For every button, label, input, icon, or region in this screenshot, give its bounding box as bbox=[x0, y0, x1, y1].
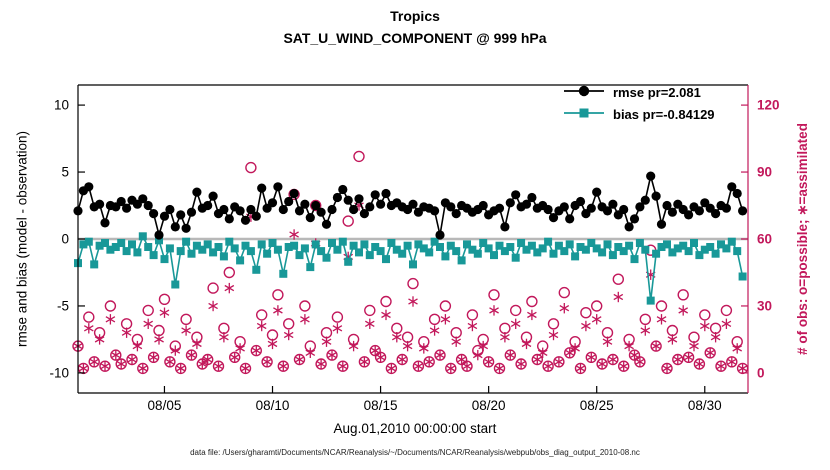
y-tick-label-left: 0 bbox=[61, 232, 69, 247]
y-tick-label-left: 5 bbox=[61, 165, 69, 180]
left-axis-ticks: -10 -5 0 5 10 bbox=[49, 98, 85, 380]
x-axis-ticks: 08/05 08/10 08/15 08/20 08/25 08/30 bbox=[148, 386, 722, 413]
chart-title-line1: Tropics bbox=[390, 8, 440, 24]
right-axis-ticks: 0 30 60 90 120 bbox=[741, 98, 780, 380]
y-tick-label-left: 10 bbox=[54, 98, 69, 113]
x-axis-label: Aug.01,2010 00:00:00 start bbox=[333, 421, 497, 436]
chart-title-line2: SAT_U_WIND_COMPONENT @ 999 hPa bbox=[283, 29, 547, 46]
y-tick-label-right: 90 bbox=[757, 165, 772, 180]
legend-label-bias: bias pr=-0.84129 bbox=[613, 107, 715, 122]
legend-item-rmse: rmse pr=2.081 bbox=[562, 83, 715, 102]
legend-item-bias: bias pr=-0.84129 bbox=[562, 105, 715, 124]
bias-series bbox=[74, 232, 747, 305]
x-tick-label: 08/05 bbox=[148, 398, 182, 413]
obs-assimilated-series bbox=[73, 200, 748, 374]
y-tick-label-left: -5 bbox=[57, 298, 69, 313]
left-axis-label: rmse and bias (model - observation) bbox=[14, 130, 30, 348]
data-file-caption: data file: /Users/gharamti/Documents/NCA… bbox=[190, 448, 640, 457]
y-tick-label-right: 120 bbox=[757, 98, 780, 113]
y-tick-label-left: -10 bbox=[49, 365, 69, 380]
x-tick-label: 08/30 bbox=[688, 398, 722, 413]
x-tick-label: 08/15 bbox=[364, 398, 398, 413]
x-tick-label: 08/10 bbox=[256, 398, 290, 413]
x-tick-label: 08/25 bbox=[580, 398, 614, 413]
y-tick-label-right: 0 bbox=[757, 365, 765, 380]
right-axis-label: # of obs: o=possible; ∗=assimilated bbox=[795, 123, 810, 355]
y-tick-label-right: 30 bbox=[757, 298, 772, 313]
legend-swatch-bias bbox=[562, 105, 606, 124]
chart-title: Tropics SAT_U_WIND_COMPONENT @ 999 hPa bbox=[0, 6, 830, 49]
rmse-series bbox=[73, 171, 748, 240]
legend-label-rmse: rmse pr=2.081 bbox=[613, 85, 701, 100]
x-tick-label: 08/20 bbox=[472, 398, 506, 413]
legend: rmse pr=2.081 bias pr=-0.84129 bbox=[562, 83, 715, 124]
legend-swatch-rmse bbox=[562, 83, 606, 102]
y-tick-label-right: 60 bbox=[757, 232, 772, 247]
